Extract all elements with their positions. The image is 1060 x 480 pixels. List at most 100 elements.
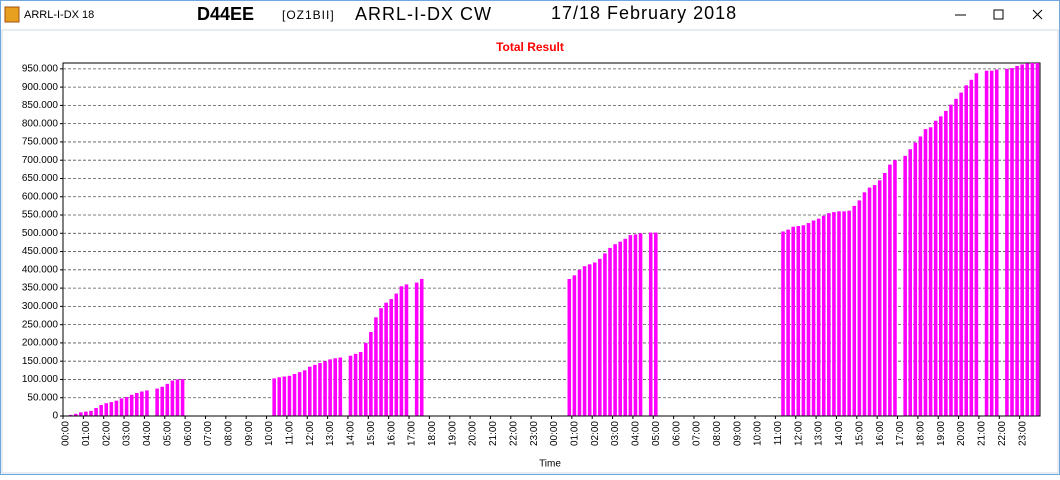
bar bbox=[959, 92, 963, 417]
x-tick-label: 13:00 bbox=[325, 421, 336, 446]
app-name: ARRL-I-DX 18 bbox=[24, 9, 94, 21]
bar bbox=[358, 352, 363, 416]
bar bbox=[847, 210, 851, 416]
bar bbox=[165, 383, 170, 416]
bar bbox=[969, 79, 974, 417]
bar bbox=[577, 269, 582, 416]
x-tick-label: 14:00 bbox=[346, 421, 357, 446]
bar bbox=[994, 69, 999, 416]
x-tick-label: 02:00 bbox=[101, 421, 112, 446]
bar bbox=[155, 388, 159, 416]
bar bbox=[1025, 63, 1030, 417]
x-tick-label: 21:00 bbox=[488, 421, 499, 446]
bar bbox=[633, 234, 638, 416]
x-tick-label: 02:00 bbox=[590, 421, 601, 446]
x-tick-label: 12:00 bbox=[793, 421, 804, 446]
bar bbox=[567, 278, 572, 416]
x-tick-label: 04:00 bbox=[142, 421, 153, 446]
call-sign: D44EE bbox=[197, 4, 254, 24]
x-tick-label: 11:00 bbox=[285, 421, 296, 446]
x-tick-label: 00:00 bbox=[61, 421, 72, 446]
x-tick-label: 07:00 bbox=[692, 421, 703, 446]
x-tick-label: 18:00 bbox=[427, 421, 438, 446]
x-tick-label: 06:00 bbox=[671, 421, 682, 446]
y-tick-label: 250.000 bbox=[22, 319, 59, 330]
x-tick-label: 22:00 bbox=[997, 421, 1008, 446]
bar bbox=[104, 403, 109, 416]
x-tick-label: 10:00 bbox=[753, 421, 764, 446]
bar bbox=[1030, 63, 1035, 416]
bar bbox=[623, 238, 628, 416]
bar bbox=[928, 127, 933, 416]
bar bbox=[277, 377, 282, 416]
bar bbox=[582, 266, 587, 416]
maximize-button[interactable] bbox=[993, 9, 1004, 20]
x-tick-label: 18:00 bbox=[916, 421, 927, 446]
bar bbox=[1020, 64, 1024, 416]
bar bbox=[94, 407, 98, 416]
bar bbox=[1005, 68, 1009, 416]
bar bbox=[394, 293, 399, 416]
x-tick-label: 17:00 bbox=[407, 421, 418, 446]
bar bbox=[964, 85, 968, 416]
bar bbox=[145, 390, 149, 416]
x-tick-label: 16:00 bbox=[875, 421, 886, 446]
bar bbox=[79, 412, 83, 416]
x-tick-label: 16:00 bbox=[386, 421, 397, 446]
bar bbox=[908, 149, 913, 416]
bar bbox=[827, 213, 831, 416]
bar bbox=[618, 241, 622, 416]
bar bbox=[989, 70, 994, 416]
bar bbox=[333, 358, 338, 416]
bar bbox=[872, 185, 877, 416]
x-tick-label: 00:00 bbox=[549, 421, 560, 446]
bar bbox=[862, 192, 867, 416]
y-tick-label: 600.000 bbox=[22, 191, 59, 202]
bar bbox=[389, 299, 393, 416]
bar bbox=[135, 392, 139, 416]
bar bbox=[893, 160, 897, 416]
bar bbox=[363, 342, 368, 416]
bar bbox=[73, 413, 78, 416]
bar bbox=[384, 302, 388, 416]
y-tick-label: 400.000 bbox=[22, 264, 59, 275]
x-tick-label: 08:00 bbox=[223, 421, 234, 446]
y-tick-label: 750.000 bbox=[22, 137, 59, 148]
y-tick-label: 150.000 bbox=[22, 356, 59, 367]
bar bbox=[592, 262, 597, 416]
bar bbox=[129, 394, 134, 416]
bar bbox=[781, 231, 785, 416]
bar bbox=[287, 375, 292, 416]
bar bbox=[954, 98, 958, 417]
bar bbox=[638, 233, 643, 416]
x-tick-label: 05:00 bbox=[162, 421, 173, 446]
bar bbox=[883, 172, 887, 416]
x-tick-label: 10:00 bbox=[264, 421, 275, 446]
bar bbox=[572, 275, 577, 416]
y-tick-label: 700.000 bbox=[22, 155, 59, 166]
y-tick-label: 100.000 bbox=[22, 374, 59, 385]
x-tick-label: 11:00 bbox=[773, 421, 784, 446]
bar bbox=[867, 187, 872, 416]
bar bbox=[654, 232, 658, 416]
x-tick-label: 17:00 bbox=[895, 421, 906, 446]
bar bbox=[119, 398, 124, 416]
x-tick-label: 19:00 bbox=[936, 421, 947, 446]
bar bbox=[801, 225, 806, 416]
bar bbox=[944, 110, 948, 416]
bar bbox=[272, 378, 276, 416]
x-tick-label: 03:00 bbox=[610, 421, 621, 446]
bar bbox=[318, 363, 322, 416]
y-tick-label: 800.000 bbox=[22, 118, 59, 129]
bar bbox=[1010, 68, 1014, 417]
bar bbox=[923, 129, 928, 416]
bar bbox=[648, 232, 653, 416]
bar bbox=[379, 308, 383, 416]
bar bbox=[974, 73, 979, 417]
bar bbox=[842, 211, 846, 416]
bar bbox=[338, 357, 343, 416]
x-tick-label: 13:00 bbox=[814, 421, 825, 446]
bar bbox=[114, 400, 119, 416]
x-tick-label: 22:00 bbox=[508, 421, 519, 446]
close-button[interactable] bbox=[1032, 9, 1043, 20]
